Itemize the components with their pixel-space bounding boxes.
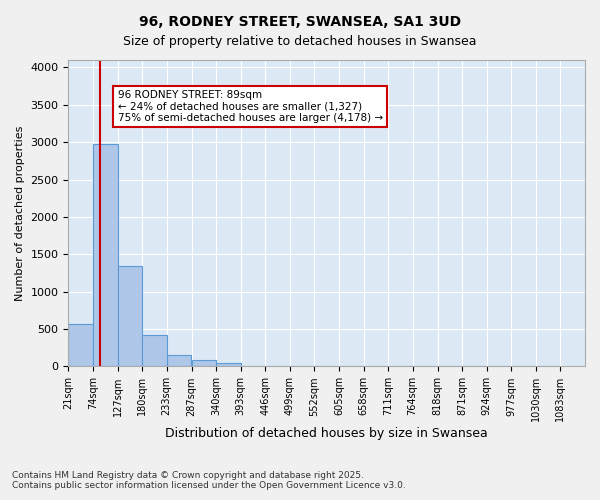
Bar — [118, 266, 142, 366]
Bar — [191, 360, 216, 366]
Bar — [167, 354, 191, 366]
Bar — [68, 324, 93, 366]
Text: Size of property relative to detached houses in Swansea: Size of property relative to detached ho… — [123, 35, 477, 48]
X-axis label: Distribution of detached houses by size in Swansea: Distribution of detached houses by size … — [166, 427, 488, 440]
Text: 96, RODNEY STREET, SWANSEA, SA1 3UD: 96, RODNEY STREET, SWANSEA, SA1 3UD — [139, 15, 461, 29]
Bar — [216, 362, 241, 366]
Y-axis label: Number of detached properties: Number of detached properties — [15, 126, 25, 301]
Bar — [93, 144, 118, 366]
Text: Contains HM Land Registry data © Crown copyright and database right 2025.
Contai: Contains HM Land Registry data © Crown c… — [12, 470, 406, 490]
Bar — [142, 335, 167, 366]
Text: 96 RODNEY STREET: 89sqm
← 24% of detached houses are smaller (1,327)
75% of semi: 96 RODNEY STREET: 89sqm ← 24% of detache… — [118, 90, 383, 123]
